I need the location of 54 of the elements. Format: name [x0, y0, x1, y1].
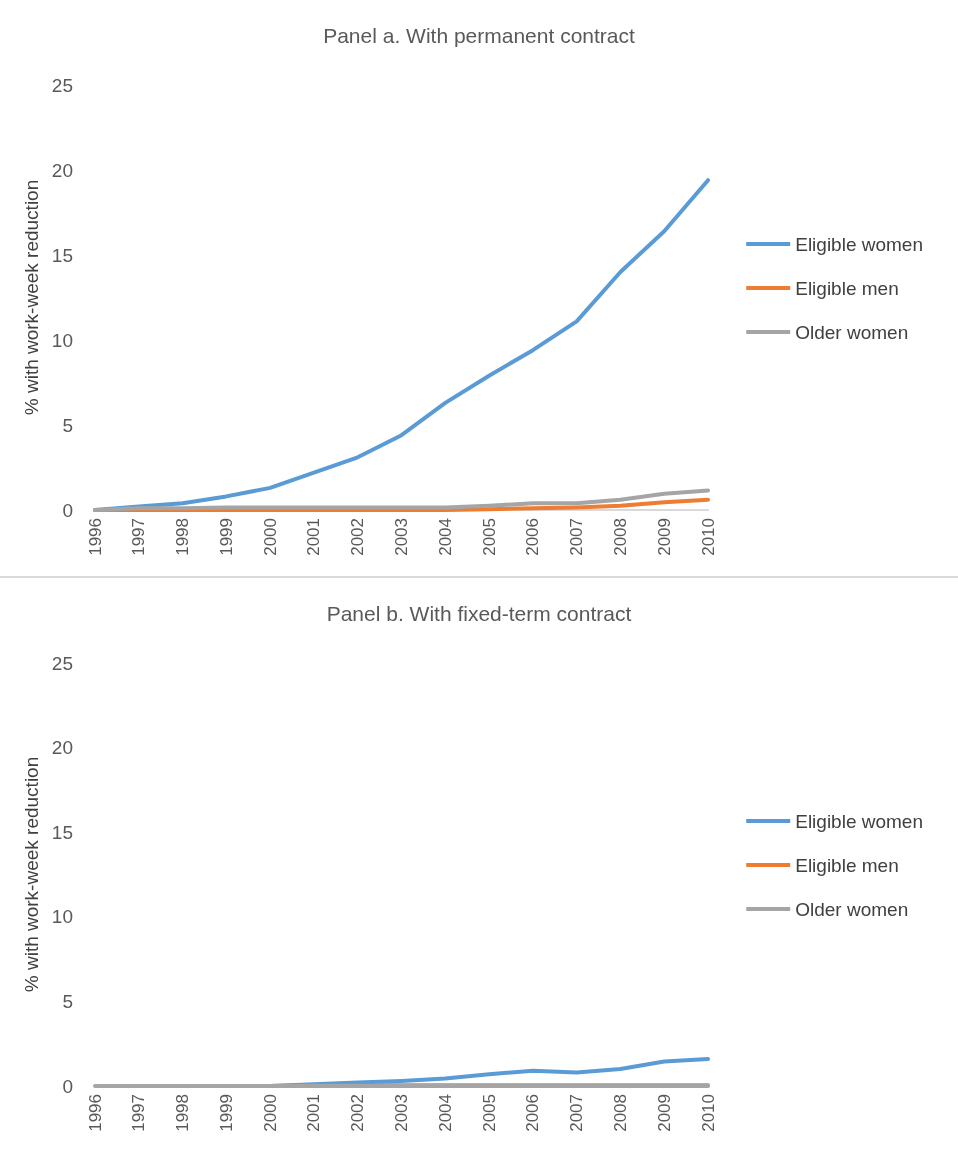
x-tick-label: 2001 — [304, 518, 324, 556]
x-tick-label: 2004 — [435, 518, 455, 556]
x-tick-label: 2003 — [392, 1094, 411, 1132]
x-tick-label: 2009 — [654, 518, 674, 556]
x-tick-label: 2002 — [348, 518, 368, 556]
chart-title: Panel b. With fixed-term contract — [326, 602, 632, 625]
y-tick-label: 20 — [51, 737, 73, 759]
y-axis-title: % with work-week reduction — [20, 179, 42, 416]
y-tick-label: 0 — [62, 1075, 73, 1097]
x-tick-label: 1996 — [85, 1094, 105, 1132]
y-tick-label: 15 — [51, 244, 73, 266]
x-tick-label: 1996 — [85, 518, 105, 556]
y-tick-label: 25 — [51, 74, 73, 96]
y-tick-label: 10 — [51, 329, 73, 351]
x-tick-label: 2001 — [304, 1094, 324, 1132]
y-tick-label: 15 — [51, 821, 73, 843]
x-tick-label: 2010 — [698, 518, 718, 556]
legend-label: Eligible men — [795, 854, 899, 876]
x-tick-label: 2005 — [479, 1094, 499, 1132]
x-tick-label: 1997 — [129, 518, 149, 556]
y-tick-label: 0 — [62, 499, 73, 521]
y-tick-label: 5 — [62, 414, 73, 436]
y-tick-label: 10 — [51, 906, 73, 928]
chart-title: Panel a. With permanent contract — [323, 24, 635, 47]
x-tick-label: 2000 — [260, 1094, 280, 1132]
x-tick-label: 2000 — [260, 518, 280, 556]
x-tick-label: 1999 — [216, 518, 236, 556]
x-tick-label: 2002 — [348, 1094, 368, 1132]
x-tick-label: 2006 — [523, 518, 543, 556]
legend-label: Eligible women — [795, 233, 924, 255]
y-tick-label: 25 — [51, 652, 73, 674]
legend-label: Eligible women — [795, 810, 924, 832]
x-tick-label: 1999 — [216, 1094, 236, 1132]
x-tick-label: 2006 — [523, 1094, 543, 1132]
legend-label: Eligible men — [795, 277, 899, 299]
y-tick-label: 20 — [51, 159, 73, 181]
y-tick-label: 5 — [62, 990, 73, 1012]
x-tick-label: 2008 — [610, 1094, 630, 1132]
x-tick-label: 1997 — [129, 1094, 149, 1132]
x-tick-label: 2003 — [392, 518, 411, 556]
line-series — [93, 497, 710, 512]
x-tick-label: 2009 — [654, 1094, 674, 1132]
x-tick-label: 1998 — [173, 1094, 193, 1132]
x-tick-label: 1998 — [173, 518, 193, 556]
x-tick-label: 2005 — [479, 518, 499, 556]
x-tick-label: 2004 — [435, 1094, 455, 1132]
x-tick-label: 2008 — [610, 518, 630, 556]
y-axis-title: % with work-week reduction — [20, 756, 42, 993]
line-series — [93, 488, 710, 512]
legend-label: Older women — [795, 898, 909, 920]
x-tick-label: 2007 — [567, 518, 587, 556]
x-tick-label: 2010 — [698, 1094, 718, 1132]
x-tick-label: 2007 — [567, 1094, 587, 1132]
legend-label: Older women — [795, 321, 909, 343]
